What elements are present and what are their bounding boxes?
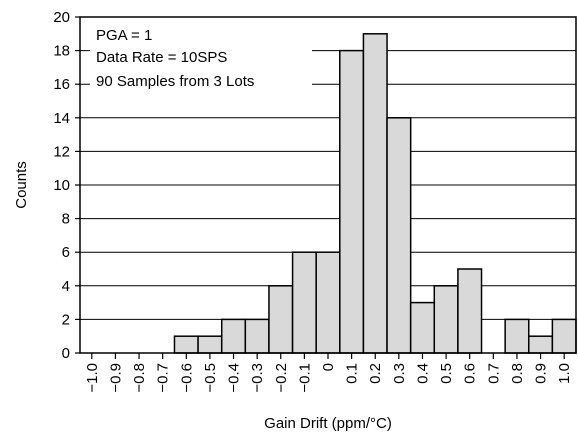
x-tick-label--0.1: −0.1 [296, 363, 313, 393]
x-axis-ticks: −1.0 −0.9 −0.8 −0.7 −0.6 −0.5 −0.4 −0.3 −0.2 −0.1… [84, 353, 573, 393]
bar-0.3 [386, 117, 412, 354]
bar--0.4 [220, 318, 247, 354]
annotation-line-2: Data Rate = 10SPS [96, 49, 227, 66]
annotation-line-3: 90 Samples from 3 Lots [96, 73, 254, 90]
bar--0.2 [268, 285, 294, 354]
y-tick-label-4: 4 [62, 278, 70, 295]
bar-0.1 [339, 49, 365, 354]
y-tick-label-10: 10 [53, 177, 70, 194]
x-tick-label-0.5: 0.5 [438, 363, 455, 384]
y-axis-ticks: 0 2 4 6 8 10 12 14 16 18 20 [53, 9, 80, 362]
x-tick-label-0.2: 0.2 [367, 363, 384, 384]
x-tick-label-0.1: 0.1 [344, 363, 361, 384]
x-tick-label--0.8: −0.8 [131, 363, 148, 393]
y-tick-label-16: 16 [53, 76, 70, 93]
x-tick-label-0.3: 0.3 [391, 363, 408, 384]
bar-0.4 [409, 301, 436, 354]
x-tick-label-0.9: 0.9 [533, 363, 550, 384]
annotation-line-1: PGA = 1 [96, 27, 152, 44]
y-axis-label: Counts [13, 161, 30, 209]
bar--0.5 [197, 335, 223, 354]
bar--0.6 [173, 335, 199, 354]
y-tick-label-18: 18 [53, 43, 70, 60]
x-tick-label--1.0: −1.0 [84, 363, 101, 393]
x-axis-label: Gain Drift (ppm/°C) [264, 415, 392, 432]
bar-1.0 [551, 318, 577, 354]
bar-0.2 [362, 33, 388, 354]
x-tick-label--0.4: −0.4 [226, 363, 243, 393]
x-tick-label--0.5: −0.5 [202, 363, 219, 393]
y-tick-label-14: 14 [53, 110, 70, 127]
bar-0.6 [457, 268, 483, 354]
bar-0.5 [433, 285, 459, 354]
x-tick-label--0.2: −0.2 [273, 363, 290, 393]
bar--0.3 [244, 318, 270, 354]
x-tick-label--0.7: −0.7 [155, 363, 172, 393]
annotation-box: PGA = 1 Data Rate = 10SPS 90 Samples fro… [90, 25, 312, 93]
x-tick-label-0.6: 0.6 [462, 363, 479, 384]
bar-0.9 [528, 335, 554, 354]
x-tick-label--0.6: −0.6 [178, 363, 195, 393]
y-tick-label-20: 20 [53, 9, 70, 26]
annotation-background [90, 25, 312, 93]
x-tick-label-1.0: 1.0 [556, 363, 573, 384]
x-tick-label-0.7: 0.7 [485, 363, 502, 384]
bar--0.1 [291, 251, 317, 354]
y-tick-label-8: 8 [62, 211, 70, 228]
x-tick-label--0.9: −0.9 [107, 363, 124, 393]
y-tick-label-0: 0 [62, 345, 70, 362]
bar-0.8 [504, 318, 530, 354]
y-tick-label-6: 6 [62, 244, 70, 261]
y-tick-label-2: 2 [62, 311, 70, 328]
y-tick-label-12: 12 [53, 143, 70, 160]
bar-0 [315, 251, 341, 354]
x-tick-label--0.3: −0.3 [249, 363, 266, 393]
gridlines [80, 50, 576, 320]
x-tick-label-0.8: 0.8 [509, 363, 526, 384]
x-tick-label-0: 0 [320, 363, 337, 371]
x-tick-label-0.4: 0.4 [414, 363, 431, 384]
